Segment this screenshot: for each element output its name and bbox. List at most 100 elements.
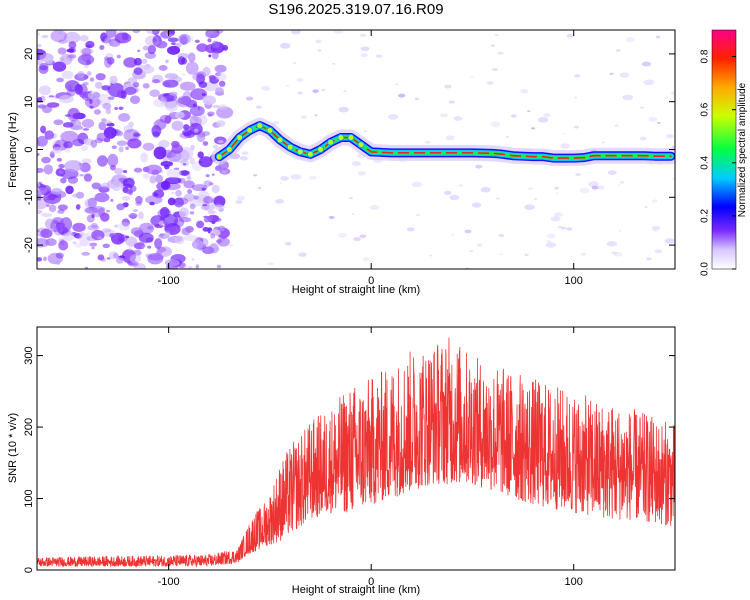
noise-blob [83, 173, 93, 182]
noise-blob [187, 103, 193, 108]
noise-blob [196, 73, 205, 85]
noise-blob [644, 206, 648, 208]
noise-blob [208, 75, 216, 80]
noise-blob [125, 236, 138, 247]
noise-blob [217, 237, 230, 247]
noise-blob [75, 204, 81, 210]
noise-blob [120, 90, 127, 99]
noise-blob [46, 196, 50, 201]
ridge-node [337, 134, 345, 142]
noise-blob [107, 153, 119, 168]
ridge-node [296, 148, 304, 156]
noise-blob [163, 234, 171, 238]
noise-blob [73, 224, 80, 228]
noise-blob [100, 182, 110, 189]
noise-blob [91, 206, 106, 213]
noise-blob [202, 246, 215, 255]
noise-blob [37, 44, 42, 48]
noise-blob [167, 197, 176, 206]
spectrogram-y-ticks: -20 -10 0 10 20 [23, 48, 675, 253]
noise-blob [192, 115, 199, 121]
noise-blob [70, 119, 76, 126]
noise-blob [579, 187, 590, 194]
noise-blob [56, 77, 64, 83]
figure-title: S196.2025.319.07.16.R09 [268, 1, 443, 18]
noise-blob [110, 232, 125, 245]
noise-blob [545, 239, 552, 243]
noise-blob [121, 218, 130, 227]
noise-blob [179, 170, 190, 176]
noise-blob [314, 114, 318, 117]
noise-blob [186, 173, 191, 180]
noise-blob [41, 212, 52, 218]
x-tick-label: 0 [368, 576, 374, 588]
noise-blob [315, 39, 322, 44]
noise-blob [573, 125, 579, 129]
noise-blob [338, 106, 349, 113]
noise-blob [192, 103, 197, 108]
noise-blob [123, 124, 134, 133]
noise-blob [527, 110, 531, 113]
noise-blob [622, 94, 634, 101]
noise-blob [157, 246, 173, 257]
noise-blob [55, 260, 61, 265]
noise-blob [369, 205, 380, 211]
noise-blob [60, 130, 79, 143]
noise-blob [160, 160, 174, 167]
noise-blob [615, 49, 621, 52]
noise-blob [574, 74, 581, 78]
noise-blob [210, 229, 221, 237]
colorbar: 0.0 0.2 0.4 0.6 0.8 Normalized spectral ampl… [700, 29, 748, 276]
noise-blob [53, 95, 60, 99]
noise-blob [147, 225, 154, 230]
noise-blob [445, 135, 455, 141]
noise-blob [96, 155, 108, 167]
noise-blob [103, 229, 116, 238]
noise-blob [37, 183, 41, 188]
noise-blob [85, 40, 95, 49]
noise-blob [359, 33, 366, 37]
spectrogram-y-axis-label: Frequency (Hz) [7, 112, 19, 188]
noise-blob [258, 187, 262, 189]
noise-blob [62, 232, 75, 242]
noise-blob [207, 210, 216, 215]
snr-panel: -100 0 100 0 100 200 300 Height of straight l… [7, 326, 676, 596]
noise-blob [167, 37, 179, 43]
noise-blob [528, 187, 534, 191]
snr-frame [36, 326, 676, 571]
noise-blob [664, 238, 675, 244]
noise-blob [468, 249, 474, 253]
noise-blob [293, 62, 297, 64]
noise-blob [50, 30, 68, 43]
noise-blob [145, 30, 159, 34]
noise-blob [173, 197, 185, 208]
noise-blob [41, 156, 51, 164]
noise-blob [91, 182, 102, 190]
noise-blob [666, 134, 674, 139]
noise-blob [183, 124, 190, 131]
x-tick-label: 0 [368, 275, 374, 287]
ridge-node [246, 126, 254, 134]
noise-blob [128, 213, 138, 219]
noise-blob [111, 179, 123, 192]
ridge-core [218, 124, 672, 159]
noise-blob [619, 181, 625, 184]
noise-blob [195, 264, 199, 269]
noise-blob [221, 170, 227, 174]
noise-blob [214, 204, 225, 211]
noise-blob [214, 64, 227, 73]
noise-blob [208, 54, 212, 58]
noise-blob [360, 46, 370, 52]
noise-blob [566, 227, 573, 231]
noise-blob [543, 113, 551, 118]
noise-blob [81, 251, 91, 256]
noise-blob [74, 243, 83, 248]
noise-blob [554, 212, 563, 217]
noise-blob [328, 215, 335, 220]
ridge-node [347, 134, 355, 142]
noise-blob [280, 176, 289, 181]
noise-blob [215, 217, 222, 222]
noise-blob [79, 48, 94, 55]
noise-blob [574, 96, 578, 99]
